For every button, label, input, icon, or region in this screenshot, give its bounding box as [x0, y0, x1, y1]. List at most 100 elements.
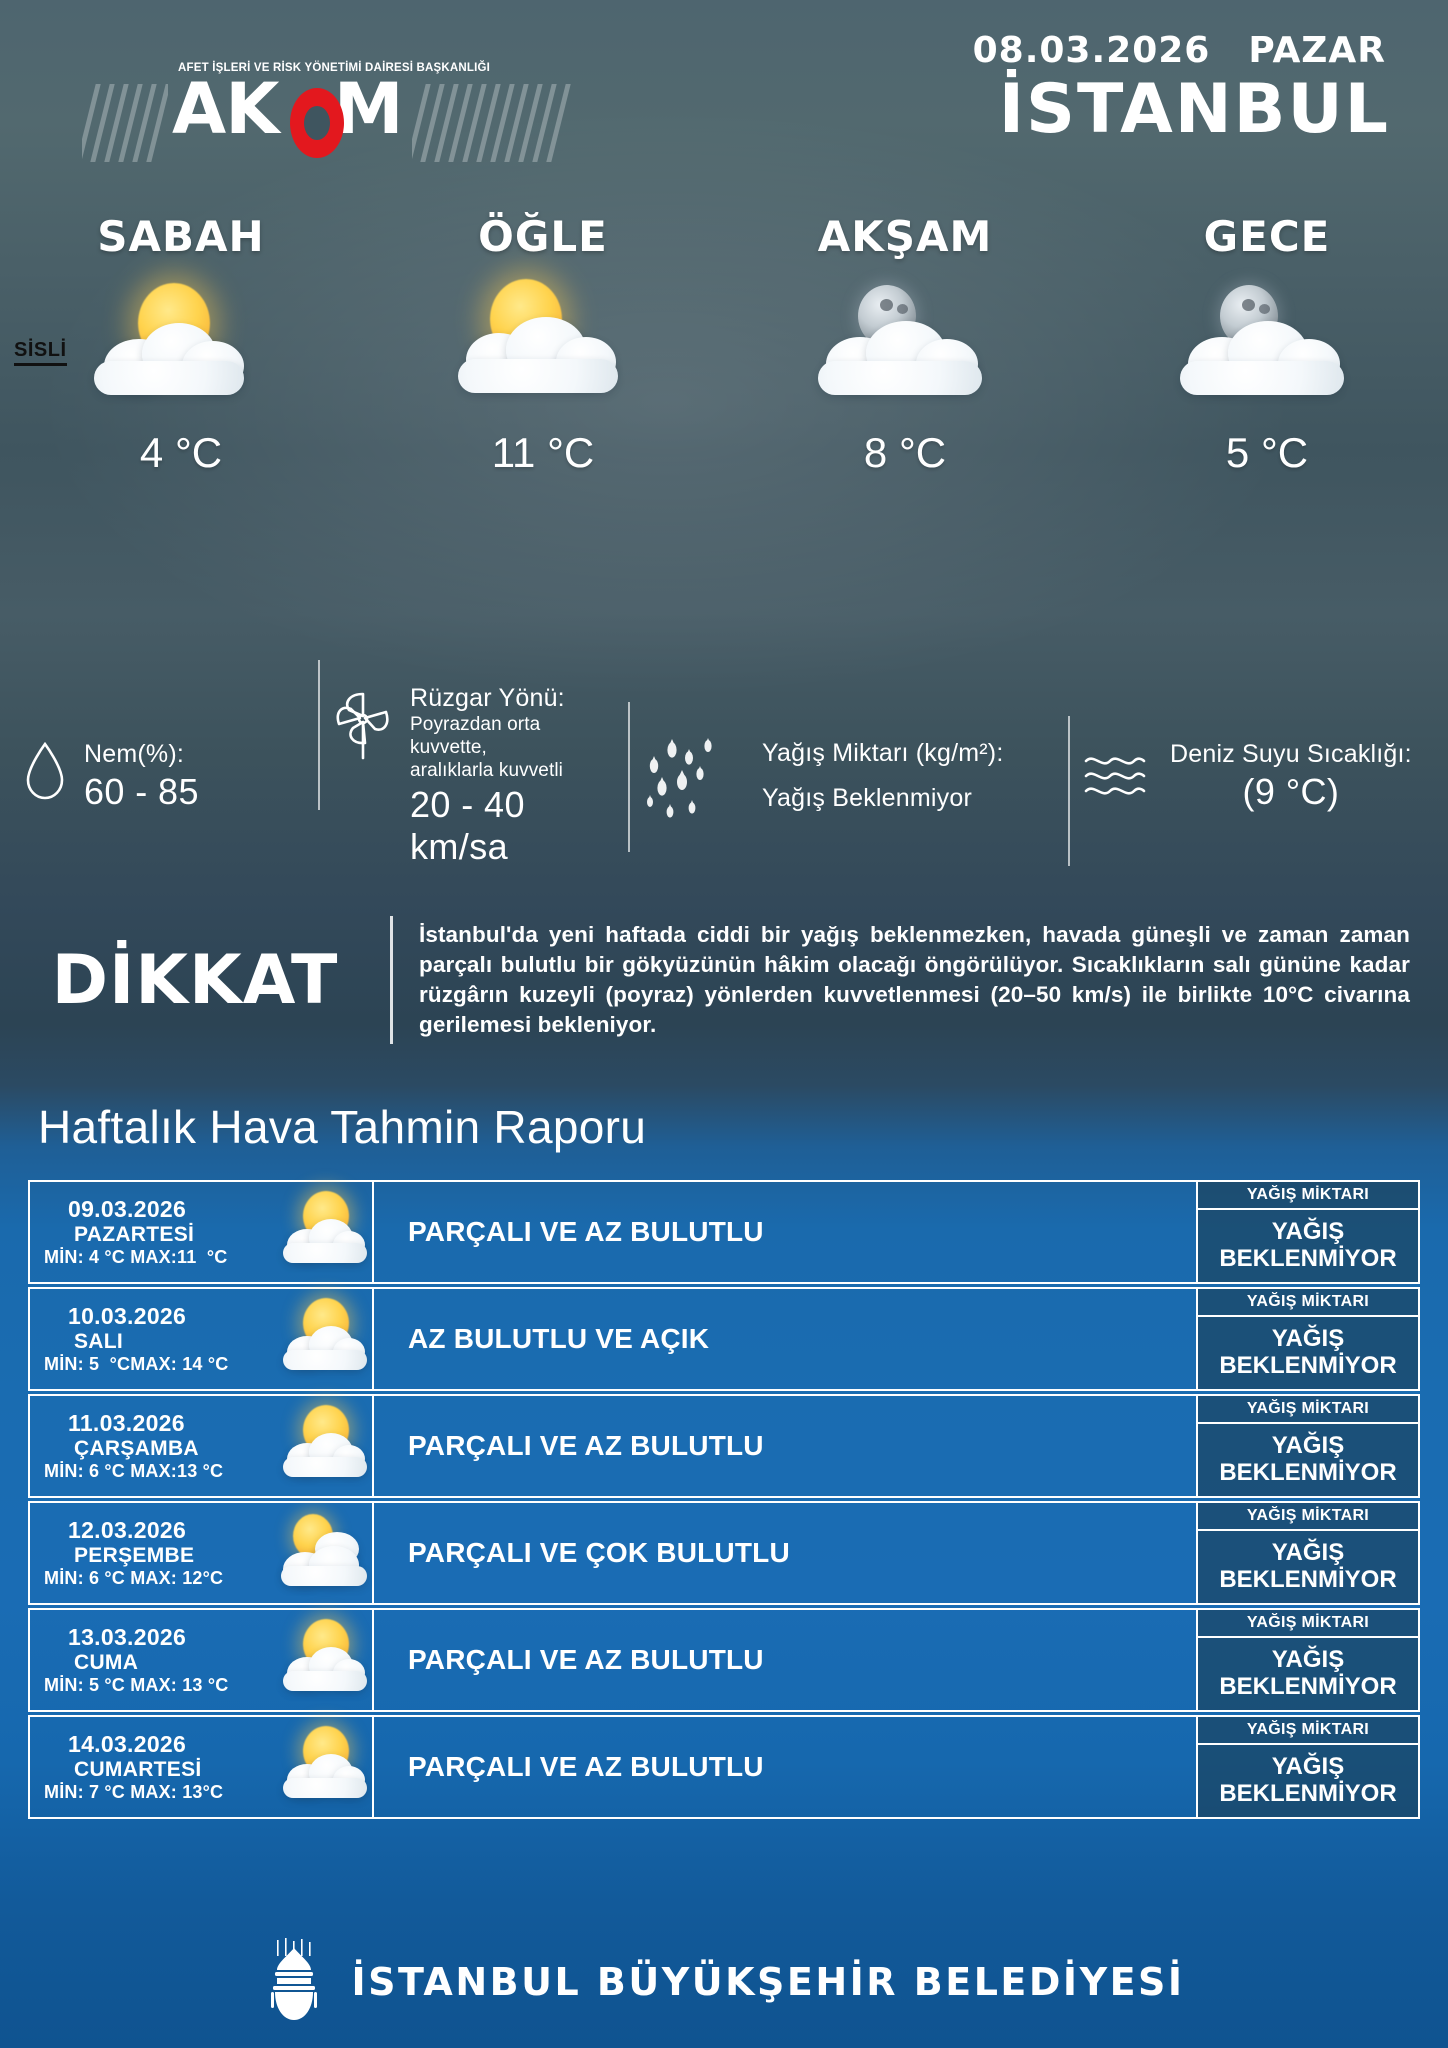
moon-behind-cloud-icon: [1172, 275, 1362, 415]
row-date: 09.03.2026: [68, 1196, 187, 1222]
row-minmax: MİN: 5 °CMAX: 14 °C: [44, 1354, 229, 1374]
rain-value: YAĞIŞ BEKLENMİYOR: [1196, 1745, 1420, 1819]
metric-text: Yağış Miktarı (kg/m²): Yağış Beklenmiyor: [746, 739, 1003, 813]
rain-value: YAĞIŞ BEKLENMİYOR: [1196, 1638, 1420, 1712]
weekly-title: Haftalık Hava Tahmin Raporu: [38, 1101, 647, 1153]
rain-value: YAĞIŞ BEKLENMİYOR: [1196, 1531, 1420, 1605]
metric-title: Deniz Suyu Sıcaklığı:: [1170, 739, 1412, 768]
row-weekday: SALI: [74, 1330, 124, 1353]
daypart-icon-wrap: [724, 275, 1086, 415]
row-description: PARÇALI VE AZ BULUTLU: [374, 1715, 1196, 1819]
raindrops-icon: [642, 726, 746, 826]
row-rain-cell: YAĞIŞ MİKTARI YAĞIŞ BEKLENMİYOR: [1196, 1287, 1420, 1391]
row-date: 13.03.2026: [68, 1624, 187, 1650]
row-date-cell: 09.03.2026 PAZARTESİ MİN: 4 °C MAX:11 °C: [28, 1180, 278, 1284]
row-description: PARÇALI VE AZ BULUTLU: [374, 1608, 1196, 1712]
warning-heading: DİKKAT: [51, 940, 339, 1020]
metric-value: Yağış Beklenmiyor: [762, 784, 972, 812]
daypart-temperature: 4 °C: [139, 429, 223, 476]
table-row[interactable]: 11.03.2026 ÇARŞAMBA MİN: 6 °C MAX:13 °C …: [28, 1394, 1420, 1498]
sun-behind-cloud-icon: [279, 1189, 371, 1275]
fog-label: SİSLİ: [14, 339, 67, 366]
metric-precipitation: Yağış Miktarı (kg/m²): Yağış Beklenmiyor: [628, 702, 1068, 852]
row-weekday: PAZARTESİ: [74, 1223, 195, 1246]
table-row[interactable]: 10.03.2026 SALI MİN: 5 °CMAX: 14 °C AZ B…: [28, 1287, 1420, 1391]
rain-header: YAĞIŞ MİKTARI: [1196, 1608, 1420, 1638]
metric-text: Nem(%): 60 - 85: [68, 740, 199, 813]
row-date-cell: 12.03.2026 PERŞEMBE MİN: 6 °C MAX: 12°C: [28, 1501, 278, 1605]
row-rain-cell: YAĞIŞ MİKTARI YAĞIŞ BEKLENMİYOR: [1196, 1608, 1420, 1712]
header-date: 08.03.2026 PAZAR: [973, 30, 1386, 71]
moon-behind-cloud-icon: [810, 275, 1000, 415]
header-date-value: 08.03.2026: [972, 30, 1211, 71]
warning-text: İstanbul'da yeni haftada ciddi bir yağış…: [419, 921, 1410, 1038]
metric-note: Poyrazdan orta kuvvette, aralıklarla kuv…: [410, 713, 563, 782]
header-city: İSTANBUL: [998, 70, 1390, 149]
row-date-cell: 13.03.2026 CUMA MİN: 5 °C MAX: 13 °C: [28, 1608, 278, 1712]
row-icon-cell: [278, 1287, 374, 1391]
sun-behind-cloud-icon: [279, 1617, 371, 1703]
weekly-forecast-table: 09.03.2026 PAZARTESİ MİN: 4 °C MAX:11 °C…: [28, 1180, 1420, 1822]
metric-sea-temperature: Deniz Suyu Sıcaklığı: (9 °C): [1068, 715, 1448, 866]
metric-title: Nem(%):: [84, 739, 185, 768]
table-row[interactable]: 14.03.2026 CUMARTESİ MİN: 7 °C MAX: 13°C…: [28, 1715, 1420, 1819]
rain-value: YAĞIŞ BEKLENMİYOR: [1196, 1317, 1420, 1391]
sun-behind-clouds-icon: [279, 1510, 371, 1596]
row-minmax: MİN: 4 °C MAX:11 °C: [44, 1247, 228, 1267]
row-rain-cell: YAĞIŞ MİKTARI YAĞIŞ BEKLENMİYOR: [1196, 1501, 1420, 1605]
daypart-morning: SABAH SİSLİ 4 °C: [0, 212, 362, 492]
table-row[interactable]: 13.03.2026 CUMA MİN: 5 °C MAX: 13 °C PAR…: [28, 1608, 1420, 1712]
warning-divider: [390, 916, 393, 1044]
daypart-evening: AKŞAM 8 °C: [724, 212, 1086, 492]
row-description: PARÇALI VE ÇOK BULUTLU: [374, 1501, 1196, 1605]
row-weekday: CUMA: [74, 1651, 139, 1674]
table-row[interactable]: 09.03.2026 PAZARTESİ MİN: 4 °C MAX:11 °C…: [28, 1180, 1420, 1284]
row-description: PARÇALI VE AZ BULUTLU: [374, 1394, 1196, 1498]
daypart-noon: ÖĞLE 11 °C: [362, 212, 724, 492]
sea-waves-icon: [1082, 747, 1148, 805]
footer-text: İSTANBUL BÜYÜKŞEHİR BELEDİYESİ: [351, 1960, 1185, 2004]
daypart-icon-wrap: SİSLİ: [0, 275, 362, 415]
rain-header: YAĞIŞ MİKTARI: [1196, 1394, 1420, 1424]
metric-title: Rüzgar Yönü:: [410, 683, 565, 712]
row-weekday: ÇARŞAMBA: [74, 1437, 199, 1460]
row-minmax: MİN: 6 °C MAX: 12°C: [44, 1568, 224, 1588]
akom-subtitle: AFET İŞLERİ VE RİSK YÖNETİMİ DAİRESİ BAŞ…: [178, 62, 491, 74]
daypart-temperature: 11 °C: [491, 429, 595, 476]
akom-o-dot: [290, 88, 344, 158]
daypart-label: GECE: [1203, 212, 1331, 261]
sun-behind-cloud-icon: [279, 1403, 371, 1489]
daypart-label: ÖĞLE: [478, 212, 608, 261]
row-icon-cell: [278, 1180, 374, 1284]
row-rain-cell: YAĞIŞ MİKTARI YAĞIŞ BEKLENMİYOR: [1196, 1394, 1420, 1498]
row-date-cell: 10.03.2026 SALI MİN: 5 °CMAX: 14 °C: [28, 1287, 278, 1391]
row-icon-cell: [278, 1715, 374, 1819]
water-drop-icon: [22, 740, 68, 802]
akom-wordmark: AKOM: [172, 68, 403, 150]
footer: İSTANBUL BÜYÜKŞEHİR BELEDİYESİ: [0, 1916, 1448, 2048]
row-icon-cell: [278, 1394, 374, 1498]
row-date-cell: 14.03.2026 CUMARTESİ MİN: 7 °C MAX: 13°C: [28, 1715, 278, 1819]
metric-title: Yağış Miktarı (kg/m²):: [762, 739, 1004, 767]
rain-header: YAĞIŞ MİKTARI: [1196, 1287, 1420, 1317]
row-description: PARÇALI VE AZ BULUTLU: [374, 1180, 1196, 1284]
sun-behind-cloud-icon: [448, 275, 638, 415]
row-date: 11.03.2026: [68, 1410, 185, 1436]
metric-value: 60 - 85: [84, 770, 199, 812]
ibb-mosque-logo: [263, 1937, 325, 2027]
metrics-bar: Nem(%): 60 - 85 Rüzgar Yönü: Poyrazdan o…: [0, 659, 1448, 876]
row-date-cell: 11.03.2026 ÇARŞAMBA MİN: 6 °C MAX:13 °C: [28, 1394, 278, 1498]
row-date: 12.03.2026: [68, 1517, 187, 1543]
table-row[interactable]: 12.03.2026 PERŞEMBE MİN: 6 °C MAX: 12°C …: [28, 1501, 1420, 1605]
header-weekday: PAZAR: [1248, 30, 1386, 71]
row-icon-cell: [278, 1608, 374, 1712]
metric-text: Deniz Suyu Sıcaklığı: (9 °C): [1148, 740, 1412, 813]
pinwheel-icon: [332, 688, 394, 764]
row-rain-cell: YAĞIŞ MİKTARI YAĞIŞ BEKLENMİYOR: [1196, 1180, 1420, 1284]
row-minmax: MİN: 7 °C MAX: 13°C: [44, 1782, 224, 1802]
logo-stripes-right: [412, 84, 572, 162]
akom-logo: AFET İŞLERİ VE RİSK YÖNETİMİ DAİRESİ BAŞ…: [82, 62, 571, 172]
daypart-icon-wrap: [1086, 275, 1448, 415]
row-date: 10.03.2026: [68, 1303, 187, 1329]
